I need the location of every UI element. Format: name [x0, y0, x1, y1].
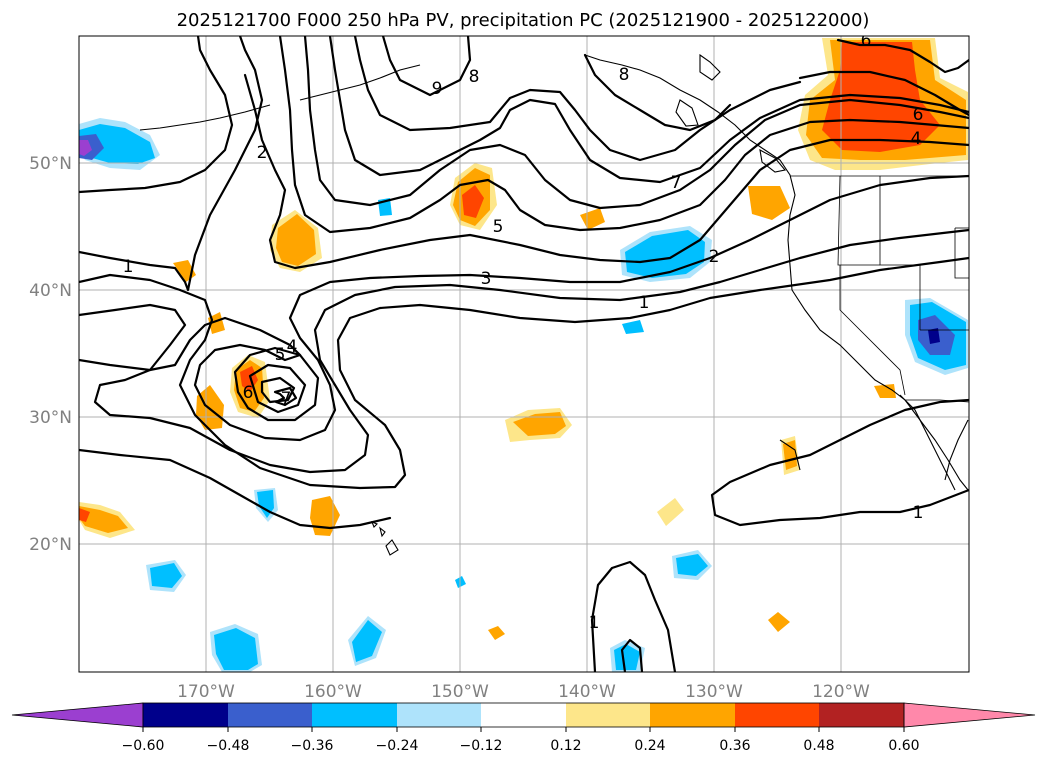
- colorbar-tick-label: −0.36: [291, 738, 334, 754]
- colorbar-segment: [735, 703, 819, 727]
- colorbar-extend-low: [11, 702, 144, 728]
- pv-label: 4: [911, 129, 922, 149]
- pv-label: 8: [469, 67, 480, 87]
- lon-tick-label: 170°W: [177, 682, 235, 702]
- map-area: 1 2 3 4 5 5 6 7 8 9 8 7 2 1 1 1 6 4 6: [78, 31, 970, 673]
- colorbar-tick-label: 0.36: [719, 738, 750, 754]
- colorbar-segment: [566, 703, 650, 727]
- colorbar-segment: [481, 703, 566, 727]
- pv-label: 5: [493, 217, 504, 237]
- lon-axis: 170°W 160°W 150°W 140°W 130°W 120°W: [177, 682, 870, 702]
- colorbar-tick-label: 0.60: [888, 738, 919, 754]
- pv-label: 4: [287, 337, 298, 357]
- pv-label: 6: [913, 105, 924, 125]
- map-frame: [78, 35, 970, 673]
- lon-tick-label: 140°W: [558, 682, 616, 702]
- lon-tick-label: 130°W: [685, 682, 743, 702]
- pv-label: 7: [671, 173, 682, 193]
- pv-label: 2: [257, 143, 268, 163]
- colorbar-segment: [397, 703, 481, 727]
- lat-tick-label: 20°N: [29, 535, 72, 555]
- colorbar-frame: [142, 702, 905, 728]
- pv-label: 6: [861, 31, 872, 51]
- pv-label: 9: [432, 79, 443, 99]
- pv-label: 5: [275, 345, 286, 365]
- lat-tick-label: 40°N: [29, 281, 72, 301]
- pv-label: 1: [123, 257, 134, 277]
- lat-tick-label: 50°N: [29, 154, 72, 174]
- colorbar-tick-label: 0.48: [803, 738, 834, 754]
- colorbar-tick-label: −0.60: [122, 738, 165, 754]
- gridlines: [79, 36, 969, 672]
- pv-label: 1: [639, 293, 650, 313]
- pv-label: 2: [709, 247, 720, 267]
- chart-title: 2025121700 F000 250 hPa PV, precipitatio…: [177, 10, 870, 31]
- lat-axis: 50°N 40°N 30°N 20°N: [29, 154, 72, 555]
- colorbar-extend-high: [903, 702, 1036, 728]
- colorbar-tick-label: 0.24: [634, 738, 665, 754]
- colorbar-segment: [650, 703, 735, 727]
- lon-tick-label: 150°W: [431, 682, 489, 702]
- colorbar-tick-label: −0.48: [207, 738, 250, 754]
- pv-label: 1: [589, 613, 600, 633]
- colorbar-tick-label: −0.24: [376, 738, 419, 754]
- colorbar-tick-label: 0.12: [550, 738, 581, 754]
- colorbar: −0.60 −0.48 −0.36 −0.24 −0.12 0.12 0.24 …: [11, 702, 1036, 754]
- lat-tick-label: 30°N: [29, 408, 72, 428]
- colorbar-tick-label: −0.12: [460, 738, 503, 754]
- colorbar-segment: [228, 703, 312, 727]
- colorbar-segment: [312, 703, 397, 727]
- coastlines: [139, 53, 969, 556]
- pv-label: 3: [481, 269, 492, 289]
- colorbar-segment: [143, 703, 228, 727]
- pv-contours: [79, 36, 969, 672]
- pv-label: 7: [281, 389, 292, 409]
- precipitation-shading: [79, 38, 968, 672]
- pv-label: 6: [243, 383, 254, 403]
- pv-label: 8: [619, 65, 630, 85]
- lon-tick-label: 160°W: [304, 682, 362, 702]
- pv-label: 1: [913, 503, 924, 523]
- colorbar-segment: [819, 703, 904, 727]
- pv-contour-labels: 1 2 3 4 5 5 6 7 8 9 8 7 2 1 1 1 6 4 6: [123, 31, 924, 633]
- lon-tick-label: 120°W: [812, 682, 870, 702]
